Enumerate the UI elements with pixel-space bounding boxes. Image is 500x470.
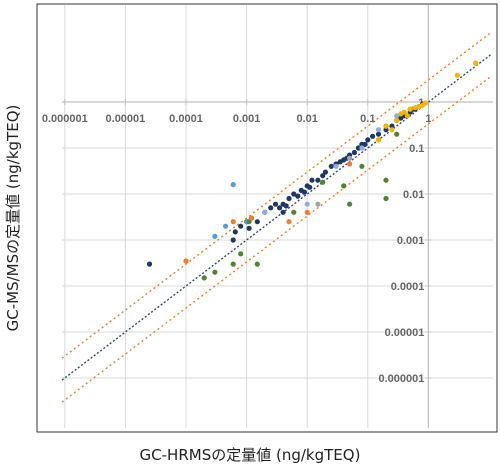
data-point: [394, 113, 400, 119]
data-point: [389, 127, 395, 133]
data-point: [359, 145, 365, 151]
data-point: [230, 237, 236, 243]
x-tick-label: 1: [425, 113, 431, 125]
data-points: [146, 60, 479, 281]
data-point: [183, 258, 189, 264]
data-point: [295, 193, 301, 199]
data-point: [328, 163, 334, 169]
y-axis-title: GC-MS/MSの定量値 (ng/kgTEQ): [4, 105, 22, 332]
data-point: [383, 195, 389, 202]
data-point: [375, 137, 382, 143]
reference-line-upper: [61, 31, 493, 359]
data-point: [389, 123, 395, 129]
data-point: [454, 72, 460, 78]
x-tick-label: 0.000001: [42, 113, 88, 125]
y-tick-label: 0.0001: [391, 281, 425, 293]
data-point: [309, 177, 315, 183]
chart-border: [36, 3, 498, 433]
data-point: [362, 141, 368, 147]
data-point: [262, 209, 268, 215]
data-point: [375, 131, 382, 137]
x-tick-label: 0.001: [233, 113, 261, 125]
x-tick-label: 0.0001: [169, 113, 203, 125]
data-point: [223, 223, 229, 229]
data-point: [248, 215, 254, 221]
data-point: [232, 229, 238, 235]
y-tick-label: 0.000001: [379, 373, 425, 385]
data-point: [394, 117, 400, 123]
y-tick-label: 0.1: [409, 143, 424, 155]
data-point: [277, 205, 283, 211]
data-point: [347, 161, 353, 167]
data-point: [304, 209, 310, 215]
data-point: [301, 189, 307, 195]
data-point: [230, 182, 236, 188]
data-point: [359, 163, 365, 169]
data-point: [347, 155, 353, 161]
data-point: [268, 205, 274, 211]
data-point: [375, 127, 382, 133]
data-point: [407, 106, 413, 112]
data-point: [412, 105, 418, 111]
data-point: [291, 191, 297, 197]
data-point: [351, 149, 357, 156]
data-point: [404, 113, 410, 119]
data-point: [238, 251, 244, 257]
x-tick-label: 0.01: [296, 113, 317, 125]
data-point: [212, 269, 218, 275]
data-point: [307, 184, 313, 190]
data-point: [254, 219, 260, 225]
data-point: [283, 203, 289, 209]
data-point: [370, 133, 376, 139]
data-point: [398, 115, 404, 121]
data-point: [383, 177, 389, 183]
data-point: [333, 163, 339, 169]
data-point: [315, 201, 321, 207]
data-point: [341, 183, 347, 189]
data-point: [315, 177, 321, 183]
y-tick-label: 0.00001: [385, 327, 425, 339]
data-point: [304, 201, 310, 207]
y-tick-label: 0.01: [403, 189, 424, 201]
data-point: [246, 225, 252, 231]
data-point: [286, 195, 292, 202]
y-tick-label: 0.001: [397, 235, 425, 247]
data-point: [291, 209, 297, 215]
data-point: [238, 223, 244, 229]
data-point: [272, 201, 279, 207]
reference-line-lower: [61, 75, 493, 403]
data-point: [322, 169, 328, 175]
data-point: [230, 219, 236, 225]
data-point: [398, 111, 404, 117]
data-point: [280, 209, 286, 215]
data-point: [320, 173, 326, 179]
data-point: [365, 137, 371, 143]
data-point: [423, 100, 429, 106]
data-point: [146, 261, 153, 267]
data-point: [383, 127, 389, 133]
data-point: [201, 275, 207, 281]
data-point: [212, 233, 218, 239]
data-point: [383, 123, 389, 129]
data-point: [394, 131, 400, 137]
x-tick-label: 0.1: [360, 113, 375, 125]
data-point: [286, 219, 292, 225]
tick-labels: 0.0000010.000010.00010.0010.010.1110.10.…: [42, 97, 432, 385]
data-point: [254, 261, 260, 267]
data-point: [347, 201, 353, 207]
data-point: [473, 60, 479, 66]
data-point: [320, 179, 326, 185]
x-axis-title: GC-HRMSの定量値 (ng/kgTEQ): [140, 446, 361, 464]
data-point: [230, 261, 236, 267]
x-tick-label: 0.00001: [106, 113, 146, 125]
